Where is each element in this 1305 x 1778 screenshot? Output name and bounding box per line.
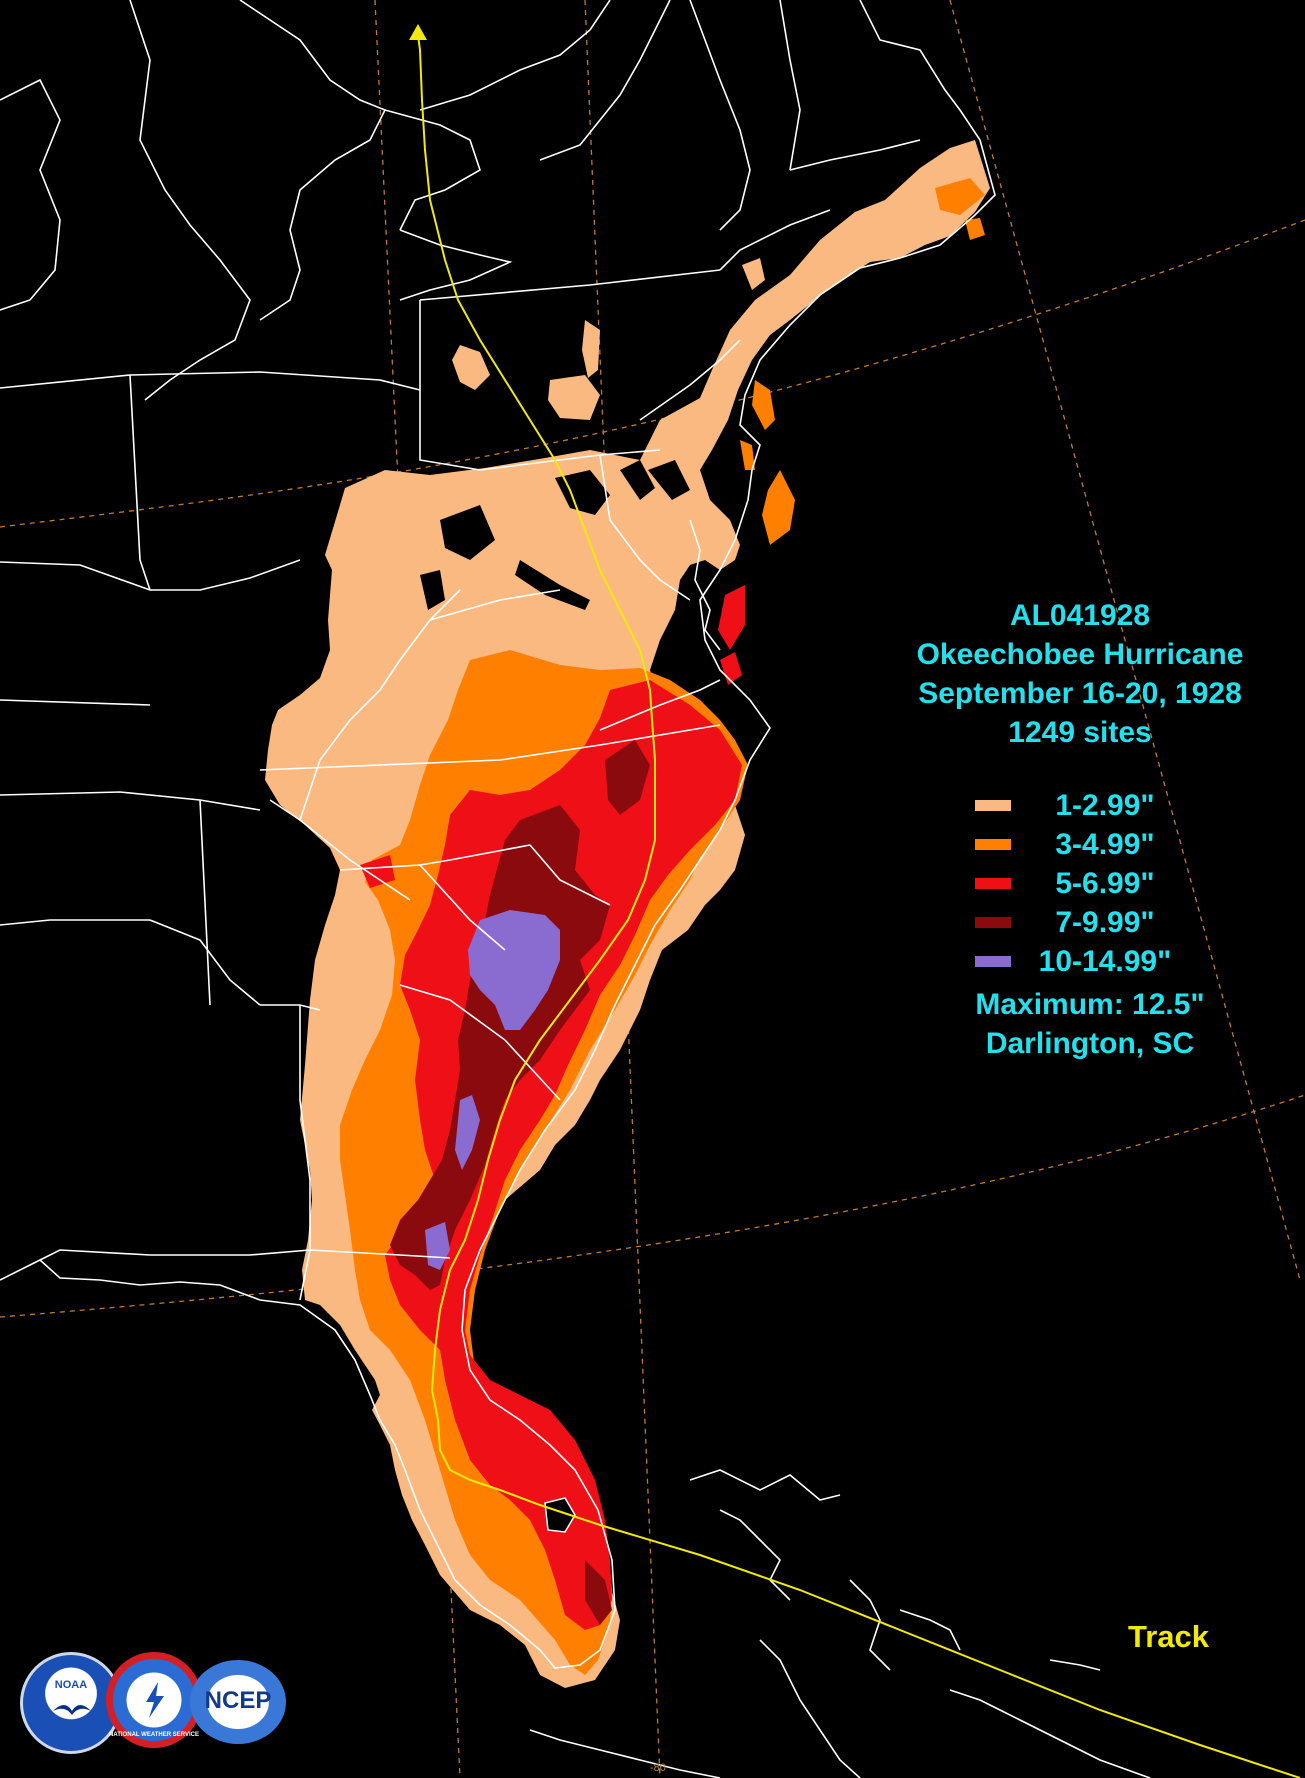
legend-item: 1-2.99" [975,786,1185,825]
legend-swatch [975,800,1011,811]
legend-label: 1-2.99" [1055,788,1155,822]
ncep-logo: NCEP [190,1660,286,1744]
legend-label: 10-14.99" [1038,944,1172,978]
maximum-location: Darlington, SC [985,1027,1195,1060]
longitude-tick-label: -80 [650,1762,666,1774]
legend-item: 5-6.99" [975,864,1185,903]
lightning-icon [146,1682,164,1718]
storm-dates: September 16-20, 1928 [918,677,1242,710]
legend-label: 3-4.99" [1055,827,1155,861]
legend-item: 3-4.99" [975,825,1185,864]
legend-swatch [975,839,1011,850]
noaa-logo-text: NOAA [54,1679,88,1691]
legend-label: 7-9.99" [1055,905,1155,939]
maximum-value: Maximum: 12.5" [975,988,1205,1021]
storm-info: AL041928 Okeechobee Hurricane September … [880,596,1280,752]
rainfall-legend: 1-2.99" 3-4.99" 5-6.99" 7-9.99" 10-14.99… [975,786,1185,981]
legend-item: 10-14.99" [975,942,1185,981]
storm-name: Okeechobee Hurricane [916,638,1244,671]
maximum-info: Maximum: 12.5" Darlington, SC [900,985,1280,1063]
track-arrow-icon [409,24,427,40]
storm-sites: 1249 sites [1008,716,1152,749]
nws-logo: NATIONAL WEATHER SERVICE [106,1652,202,1748]
ncep-logo-text: NCEP [204,1687,272,1714]
boundaries [0,0,1151,1778]
storm-track [409,24,1301,1778]
lake-okeechobee [544,1497,576,1533]
rainfall-5-6.99 [360,585,745,1630]
legend-swatch [975,917,1011,928]
track-label: Track [1128,1619,1210,1654]
legend-swatch [975,878,1011,889]
legend-label: 5-6.99" [1055,866,1155,900]
storm-id: AL041928 [1009,599,1151,632]
nws-logo-text: NATIONAL WEATHER SERVICE [109,1732,199,1738]
dry-areas [420,420,765,610]
noaa-logo: NOAA [20,1652,122,1754]
legend-item: 7-9.99" [975,903,1185,942]
seagull-icon [53,1705,91,1715]
legend-swatch [975,956,1011,967]
